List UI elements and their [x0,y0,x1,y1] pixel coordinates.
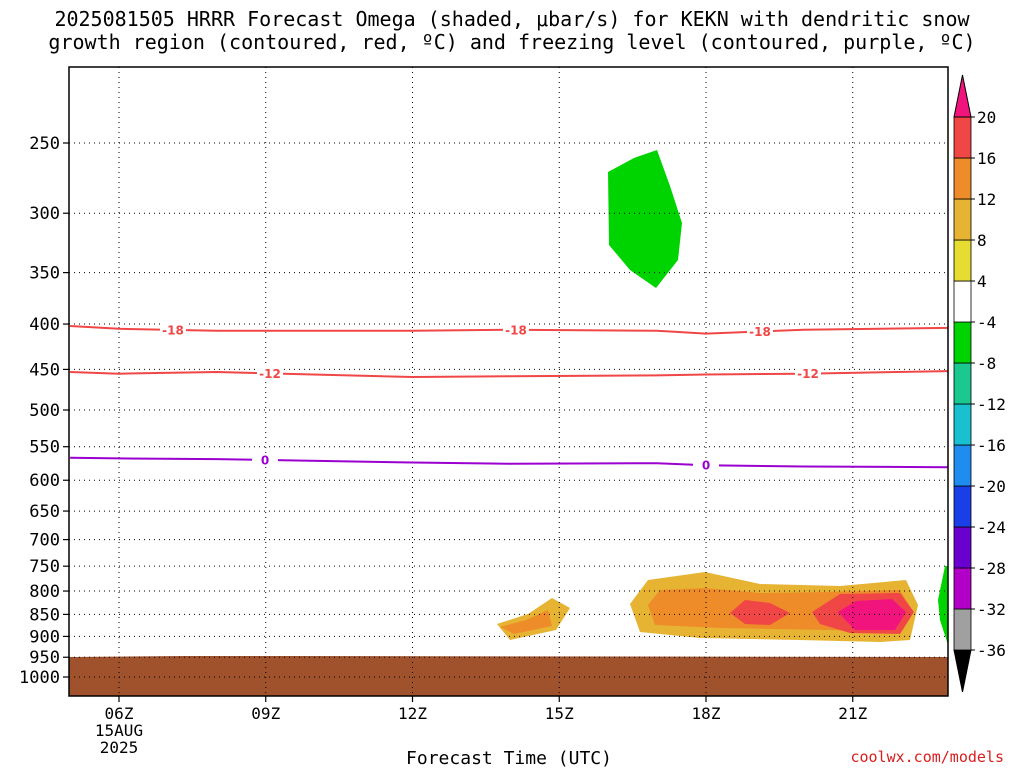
y-tick-label: 850 [29,605,60,625]
y-tick-label: 600 [29,471,60,491]
colorbar-tick-label: -20 [977,477,1006,496]
y-tick-label: 400 [29,315,60,335]
y-tick-label: 750 [29,557,60,577]
colorbar-tick-label: -8 [977,354,996,373]
colorbar-tick-label: 4 [977,272,987,291]
colorbar-tick-label: -32 [977,600,1006,619]
contour-label: -18 [749,325,771,339]
plot-frame [68,66,949,697]
title-line-2: growth region (contoured, red, ºC) and f… [48,30,976,54]
title-line-1: 2025081505 HRRR Forecast Omega (shaded, … [54,7,970,31]
colorbar-band [953,157,972,200]
colorbar-tick-label: -4 [977,313,996,332]
colorbar-tick-label: -28 [977,559,1006,578]
omega-shading [69,150,948,696]
omega-shaded-region [608,150,682,288]
contour-label-bg [747,324,773,339]
y-tick-label: 1000 [19,668,60,688]
contour-label-bg [160,322,186,337]
contour-label-bg [503,322,529,337]
x-tick-label: 12Z [398,704,427,723]
y-tick-label: 900 [29,627,60,647]
colorbar-band [953,608,972,651]
contour-label: 0 [702,459,710,473]
contour-label: -18 [505,323,527,337]
x-date-label: 15AUG [95,721,143,740]
y-tick-label: 250 [29,134,60,154]
y-tick-label: 550 [29,438,60,458]
y-tick-label: 650 [29,502,60,522]
x-tick-label: 21Z [838,704,867,723]
colorbar-max-arrow [953,74,972,118]
contour-label: -18 [162,323,184,337]
omega-shaded-region [383,267,436,358]
colorbar-tick-label: -16 [977,436,1006,455]
colorbar-tick-label: -24 [977,518,1006,537]
contours: -18 -18 -18 -12 -12 0 0 [70,322,949,473]
colorbar-tick-label: 16 [977,149,996,168]
contour-label-bg [795,366,821,381]
chart-title: 2025081505 HRRR Forecast Omega (shaded, … [0,8,1024,54]
y-tick-label: 950 [29,648,60,668]
colorbar-tick-label: 20 [977,108,996,127]
omega-shaded-region [500,610,552,634]
omega-shaded-region [113,467,124,505]
y-tick-label: 700 [29,531,60,551]
colorbar-band [953,239,972,282]
x-tick-label: 06Z [105,704,134,723]
colorbar-band [953,485,972,528]
colorbar-band [953,321,972,364]
y-tick-label: 300 [29,204,60,224]
contour-label: -12 [259,367,281,381]
omega-shaded-region [730,600,790,625]
colorbar-band [953,362,972,405]
colorbar-band [953,280,972,323]
omega-shaded-region [838,599,906,630]
y-tick-label: 500 [29,401,60,421]
omega-shaded-region [938,566,948,645]
contour-label: 0 [261,453,269,467]
ground-below-surface [69,656,948,696]
y-tick-label: 450 [29,360,60,380]
contour-label-bg [257,366,283,381]
freezing-level-contour [70,456,949,469]
colorbar: -36 -32 -28 -24 -20 -16 -12 -8 -4 4 8 12 16 20 [953,74,1006,693]
y-axis: 2503003504004505005506006507007508008509… [19,134,69,688]
contour-label-bg [252,452,278,467]
contour-label: -12 [797,367,819,381]
x-axis-title: Forecast Time (UTC) [406,748,612,768]
credit-text: coolwx.com/models [850,748,1004,766]
contour-label-bg [693,458,719,473]
colorbar-band [953,567,972,610]
colorbar-band [953,403,972,446]
dgz-contour-12 [70,370,949,379]
colorbar-band [953,444,972,487]
colorbar-band [953,526,972,569]
x-tick-label: 18Z [692,704,721,723]
omega-shaded-region [150,548,190,590]
colorbar-min-arrow [953,649,972,693]
colorbar-band [953,198,972,241]
y-tick-label: 800 [29,582,60,602]
x-date-label: 2025 [100,738,139,757]
colorbar-tick-label: 8 [977,231,987,250]
colorbar-tick-label: 12 [977,190,996,209]
x-tick-label: 09Z [251,704,280,723]
x-tick-label: 15Z [545,704,574,723]
colorbar-tick-label: -36 [977,641,1006,660]
omega-shaded-region [104,618,124,632]
colorbar-tick-label: -12 [977,395,1006,414]
colorbar-band [953,116,972,159]
y-tick-label: 350 [29,264,60,284]
